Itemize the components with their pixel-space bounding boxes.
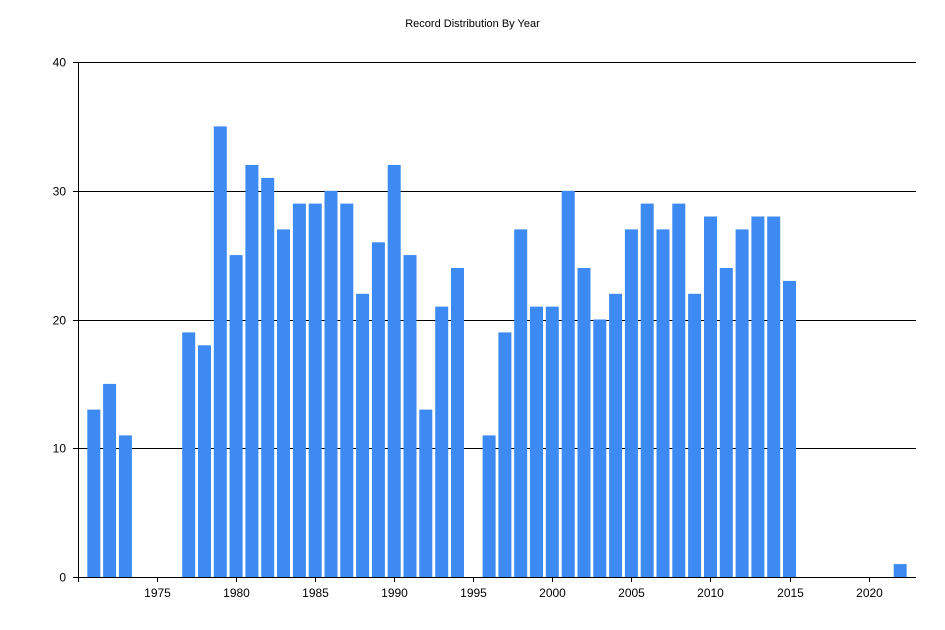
axis-layer: 0 10 20 30 40 1975 1980 1985 1990 1995 2000 2005 201… xyxy=(53,56,916,600)
bar-2015 xyxy=(783,280,796,577)
x-tick-label: 1995 xyxy=(460,586,487,600)
bar-1987 xyxy=(340,203,354,577)
bar-1982 xyxy=(261,177,275,577)
bar-1990 xyxy=(387,165,401,577)
bar-1977 xyxy=(182,332,196,577)
x-tick-label: 2015 xyxy=(777,586,804,600)
bar-1988 xyxy=(356,293,370,578)
bar-2022 xyxy=(893,564,907,577)
bar-2007 xyxy=(656,229,670,577)
bar-2000 xyxy=(545,306,559,577)
bar-2003 xyxy=(593,319,607,577)
x-tick-label: 1980 xyxy=(223,586,250,600)
bar-1980 xyxy=(229,255,243,577)
bar-2013 xyxy=(751,216,765,577)
chart-title: Record Distribution By Year xyxy=(405,18,540,30)
y-tick-label: 40 xyxy=(53,56,67,70)
x-tick-label: 1975 xyxy=(144,586,171,600)
bar-1986 xyxy=(324,190,338,578)
bar-1993 xyxy=(435,306,449,577)
y-tick-label: 30 xyxy=(53,185,67,199)
bar-1984 xyxy=(292,203,306,577)
bar-1991 xyxy=(403,255,417,577)
bar-1989 xyxy=(371,242,385,578)
bar-1971 xyxy=(87,409,101,577)
bar-2001 xyxy=(561,190,575,578)
x-tick-label: 2020 xyxy=(856,586,883,600)
bar-1999 xyxy=(530,306,543,577)
bar-1979 xyxy=(213,126,227,578)
x-tick-label: 2010 xyxy=(697,586,724,600)
y-tick-label: 0 xyxy=(59,571,66,585)
bar-2012 xyxy=(735,229,749,577)
bar-2005 xyxy=(624,229,638,577)
bar-1985 xyxy=(308,203,322,577)
bar-2009 xyxy=(688,293,702,578)
y-tick-label: 20 xyxy=(53,314,67,328)
bar-2002 xyxy=(577,268,591,577)
bar-1973 xyxy=(118,435,132,577)
bar-1972 xyxy=(103,383,117,577)
x-tick-label: 1985 xyxy=(302,586,329,600)
bar-2011 xyxy=(719,268,733,577)
bar-1978 xyxy=(198,345,211,578)
bar-2010 xyxy=(704,216,717,577)
y-tick-label: 10 xyxy=(53,442,67,456)
bars-layer xyxy=(87,126,907,578)
bar-1992 xyxy=(419,409,433,577)
x-tick-label: 2005 xyxy=(618,586,645,600)
bar-2008 xyxy=(672,203,686,577)
bar-1981 xyxy=(245,165,259,577)
bar-2006 xyxy=(640,203,654,577)
bar-1996 xyxy=(482,435,496,577)
x-tick-label: 1990 xyxy=(381,586,408,600)
bar-2004 xyxy=(609,293,623,578)
bar-2014 xyxy=(767,216,781,577)
bar-1998 xyxy=(514,229,528,577)
bar-1983 xyxy=(277,229,290,577)
bar-1994 xyxy=(451,268,464,577)
bar-1997 xyxy=(498,332,512,577)
x-tick-label: 2000 xyxy=(539,586,566,600)
